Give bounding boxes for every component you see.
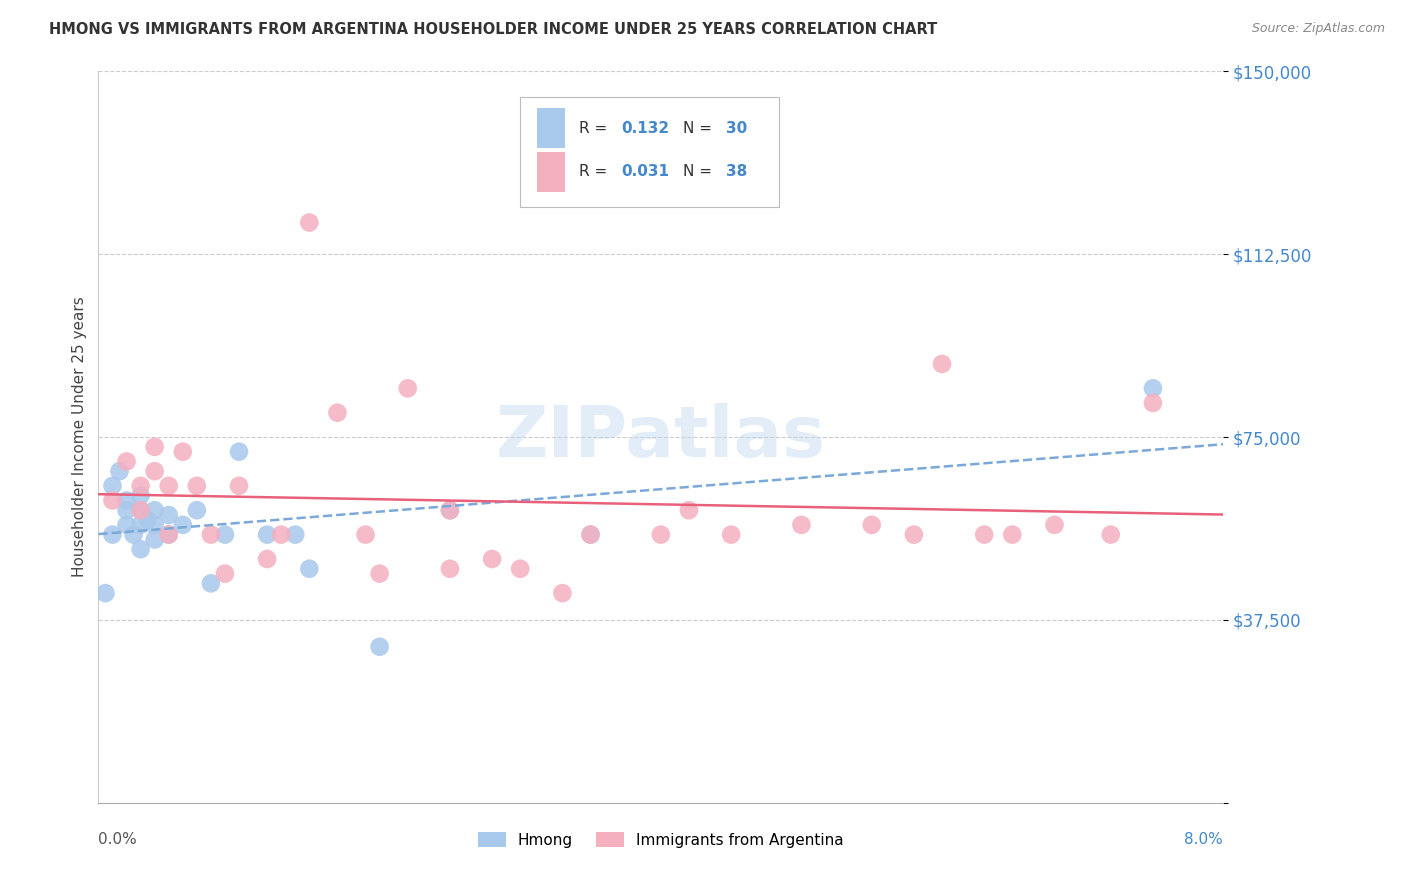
Point: [579, 527, 602, 541]
Point: [298, 215, 321, 229]
Point: [143, 533, 166, 547]
Point: [186, 503, 208, 517]
Point: [200, 527, 222, 541]
Point: [143, 440, 166, 454]
Point: [860, 517, 883, 532]
Text: R =: R =: [579, 164, 612, 179]
Point: [101, 479, 124, 493]
Point: [1142, 381, 1164, 395]
Point: [354, 527, 377, 541]
FancyBboxPatch shape: [520, 97, 779, 207]
Point: [129, 542, 152, 557]
Point: [115, 517, 138, 532]
Point: [115, 493, 138, 508]
Text: ZIPatlas: ZIPatlas: [496, 402, 825, 472]
Point: [157, 527, 180, 541]
Y-axis label: Householder Income Under 25 years: Householder Income Under 25 years: [72, 297, 87, 577]
Point: [214, 527, 236, 541]
Text: N =: N =: [683, 164, 717, 179]
Point: [101, 493, 124, 508]
Point: [368, 640, 391, 654]
Point: [136, 513, 159, 527]
Point: [790, 517, 813, 532]
Text: 0.132: 0.132: [621, 120, 669, 136]
Point: [298, 562, 321, 576]
Point: [396, 381, 419, 395]
Point: [368, 566, 391, 581]
Point: [115, 454, 138, 468]
Point: [326, 406, 349, 420]
Point: [129, 503, 152, 517]
Point: [101, 527, 124, 541]
Point: [903, 527, 925, 541]
Point: [143, 464, 166, 478]
Point: [509, 562, 531, 576]
Point: [200, 576, 222, 591]
Point: [143, 517, 166, 532]
Point: [108, 464, 131, 478]
Point: [1099, 527, 1122, 541]
Point: [186, 479, 208, 493]
Point: [270, 527, 292, 541]
Text: 30: 30: [725, 120, 748, 136]
Text: Source: ZipAtlas.com: Source: ZipAtlas.com: [1251, 22, 1385, 36]
Point: [256, 552, 278, 566]
Text: 0.0%: 0.0%: [98, 832, 138, 847]
Point: [94, 586, 117, 600]
Point: [129, 479, 152, 493]
Point: [439, 562, 461, 576]
Point: [650, 527, 672, 541]
Point: [129, 517, 152, 532]
Text: HMONG VS IMMIGRANTS FROM ARGENTINA HOUSEHOLDER INCOME UNDER 25 YEARS CORRELATION: HMONG VS IMMIGRANTS FROM ARGENTINA HOUSE…: [49, 22, 938, 37]
Point: [1043, 517, 1066, 532]
Point: [481, 552, 503, 566]
Text: N =: N =: [683, 120, 717, 136]
Point: [157, 479, 180, 493]
Point: [284, 527, 307, 541]
Bar: [537, 152, 565, 192]
Point: [214, 566, 236, 581]
Text: 0.031: 0.031: [621, 164, 669, 179]
Point: [172, 517, 194, 532]
Point: [1001, 527, 1024, 541]
Point: [931, 357, 953, 371]
Point: [143, 503, 166, 517]
Point: [439, 503, 461, 517]
Point: [122, 527, 145, 541]
Point: [720, 527, 742, 541]
Point: [678, 503, 700, 517]
Point: [172, 444, 194, 458]
Legend: Hmong, Immigrants from Argentina: Hmong, Immigrants from Argentina: [472, 825, 849, 854]
Point: [439, 503, 461, 517]
Point: [157, 527, 180, 541]
Point: [115, 503, 138, 517]
Point: [973, 527, 995, 541]
Point: [256, 527, 278, 541]
Point: [228, 479, 250, 493]
Text: 38: 38: [725, 164, 748, 179]
Point: [129, 489, 152, 503]
Point: [228, 444, 250, 458]
Point: [551, 586, 574, 600]
Text: R =: R =: [579, 120, 612, 136]
Point: [129, 503, 152, 517]
Point: [157, 508, 180, 522]
Bar: [537, 108, 565, 148]
Point: [1142, 396, 1164, 410]
Text: 8.0%: 8.0%: [1184, 832, 1223, 847]
Point: [579, 527, 602, 541]
